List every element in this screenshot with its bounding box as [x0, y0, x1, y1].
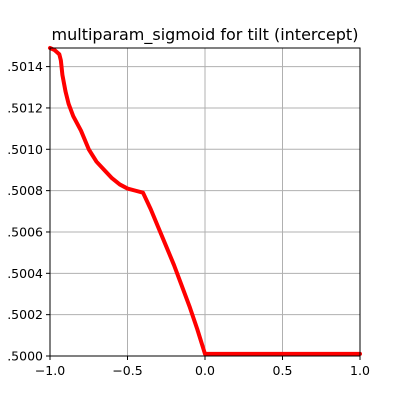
y-tick-label: .5000 [7, 349, 43, 364]
y-tick-label: .5014 [7, 59, 43, 74]
y-tick-label: .5002 [7, 307, 43, 322]
grid-layer [50, 48, 360, 356]
x-tick-label: 0.5 [273, 363, 293, 378]
y-tick-label: .5004 [7, 266, 43, 281]
ticks-layer: −1.0 −0.5 0.0 0.5 1.0 .5000 .5002 .5004 .5006 .50… [7, 59, 370, 378]
y-tick-label: .5010 [7, 142, 43, 157]
x-tick-label: 1.0 [350, 363, 370, 378]
x-tick-label: −0.5 [112, 363, 142, 378]
chart-title: multiparam_sigmoid for tilt (intercept) [52, 25, 359, 45]
y-tick-label: .5012 [7, 100, 43, 115]
x-tick-label: 0.0 [195, 363, 215, 378]
x-tick-label: −1.0 [35, 363, 65, 378]
y-tick-label: .5006 [7, 224, 43, 239]
y-tick-label: .5008 [7, 183, 43, 198]
